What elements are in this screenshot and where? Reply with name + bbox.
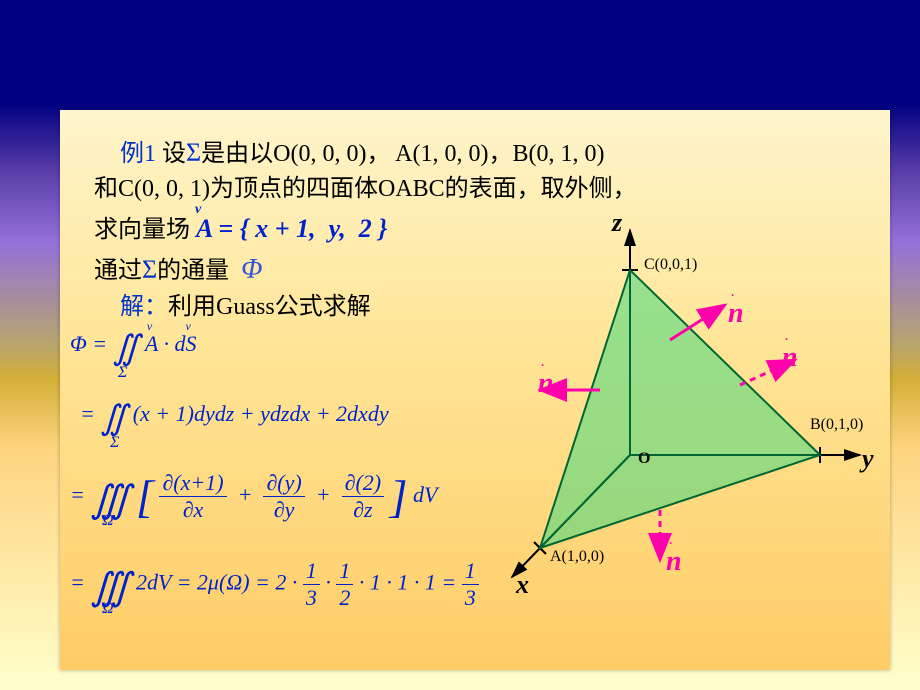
point-label-b: B(0,1,0): [810, 416, 863, 434]
face-abc: [540, 270, 820, 548]
normal-label-4: ·n: [666, 546, 682, 578]
axis-label-y: y: [862, 444, 874, 474]
content-panel: 例1 设Σ是由以O(0, 0, 0)， A(1, 0, 0)，B(0, 1, 0…: [60, 110, 890, 670]
point-label-c: C(0,0,1): [644, 256, 697, 274]
axis-label-z: z: [612, 208, 622, 238]
slide: 一、Gauss公式的计算 例1 设Σ是由以O(0, 0, 0)， A(1, 0,…: [0, 0, 920, 690]
tetrahedron-diagram: [60, 110, 890, 670]
normal-label-2: ·n: [782, 342, 798, 374]
slide-title: 一、Gauss公式的计算: [68, 26, 393, 75]
title-underline: [60, 76, 880, 79]
point-label-a: A(1,0,0): [550, 548, 604, 566]
normal-label-3: ·n: [538, 368, 554, 400]
axis-label-x: x: [516, 570, 529, 600]
normal-label-1: ·n: [728, 298, 744, 330]
point-label-o: O: [638, 450, 650, 468]
